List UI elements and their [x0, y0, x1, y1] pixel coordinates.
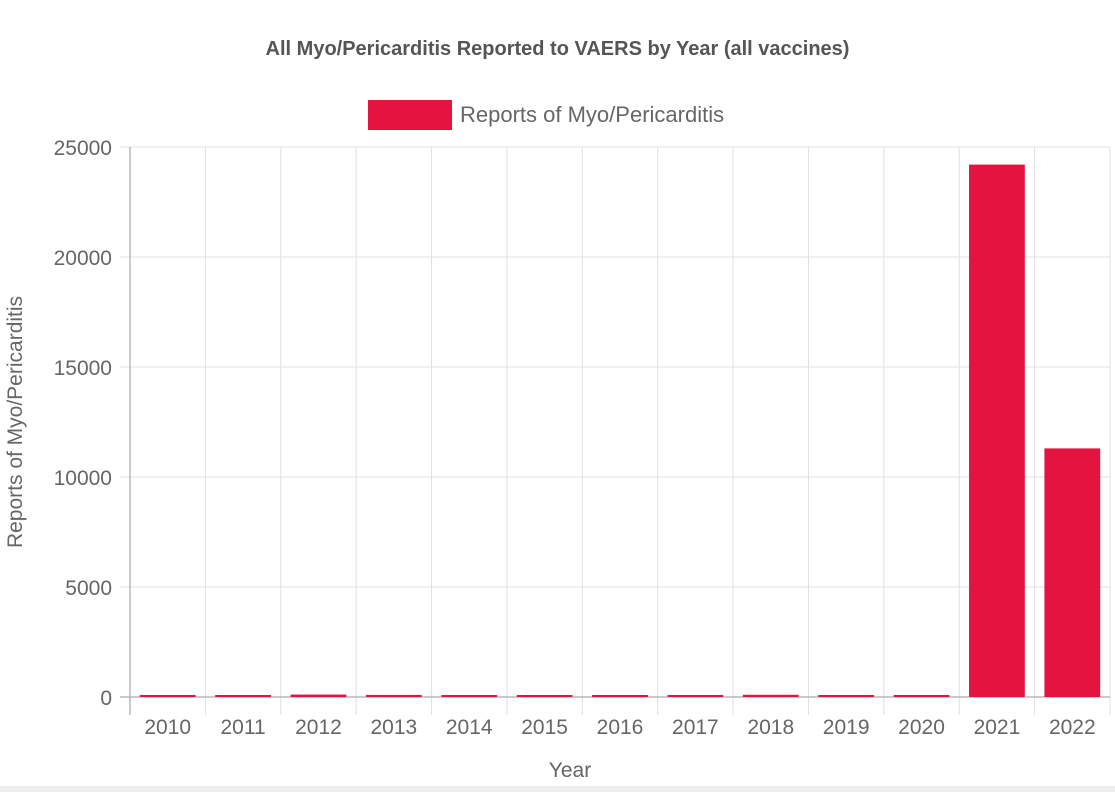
legend-label: Reports of Myo/Pericarditis [460, 102, 725, 127]
bar [592, 695, 648, 697]
bar [441, 695, 498, 697]
bar [969, 164, 1025, 698]
y-tick-label: 20000 [54, 247, 112, 270]
x-tick-label: 2016 [597, 716, 644, 739]
bar [742, 694, 799, 697]
x-tick-label: 2017 [672, 716, 719, 739]
bar [818, 695, 875, 697]
bottom-border [0, 786, 1115, 792]
x-tick-label: 2015 [521, 716, 568, 739]
legend-swatch [368, 100, 452, 130]
bar [1044, 448, 1101, 697]
bar [215, 695, 271, 697]
x-axis-title: Year [549, 759, 591, 782]
y-axis-title: Reports of Myo/Pericarditis [4, 296, 27, 548]
bar [893, 695, 950, 697]
bar [667, 695, 724, 697]
bar [365, 694, 422, 697]
y-tick-label: 15000 [54, 357, 112, 380]
x-tick-label: 2021 [974, 716, 1021, 739]
y-tick-label: 5000 [65, 577, 112, 600]
x-tick-label: 2022 [1049, 716, 1096, 739]
x-tick-label: 2014 [446, 716, 493, 739]
bar [290, 694, 347, 697]
bar [139, 695, 196, 697]
x-tick-label: 2018 [747, 716, 794, 739]
x-tick-label: 2019 [823, 716, 870, 739]
x-tick-label: 2013 [370, 716, 417, 739]
y-tick-label: 0 [100, 687, 112, 710]
x-tick-label: 2010 [144, 716, 191, 739]
bar [516, 695, 573, 697]
x-tick-label: 2020 [898, 716, 945, 739]
x-tick-label: 2012 [295, 716, 342, 739]
x-tick-label: 2011 [220, 716, 265, 739]
chart-title: All Myo/Pericarditis Reported to VAERS b… [265, 38, 850, 60]
y-tick-label: 10000 [54, 467, 112, 490]
y-tick-label: 25000 [54, 137, 112, 160]
legend[interactable]: Reports of Myo/Pericarditis [368, 100, 724, 130]
